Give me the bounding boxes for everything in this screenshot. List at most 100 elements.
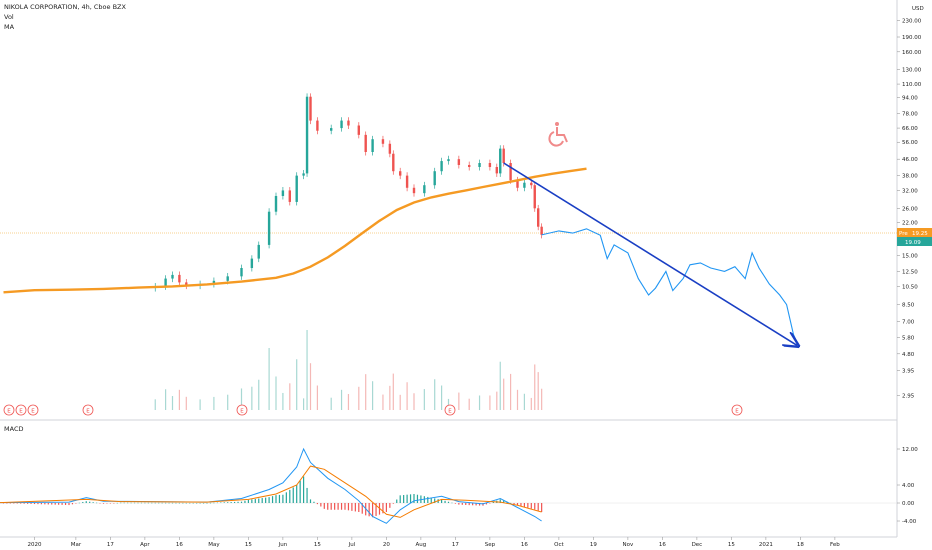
macd-histogram-bar bbox=[240, 501, 243, 503]
time-tick-label: 17 bbox=[107, 542, 114, 548]
macd-histogram-bar bbox=[430, 497, 432, 503]
volume-bar bbox=[185, 396, 187, 410]
macd-histogram-bar bbox=[510, 502, 512, 504]
candle-body bbox=[433, 171, 436, 186]
volume-bar bbox=[240, 388, 243, 410]
time-tick-label: 18 bbox=[797, 542, 804, 548]
macd-histogram-bar bbox=[68, 503, 70, 506]
macd-histogram-bar bbox=[451, 502, 453, 504]
price-tick-label: 22.00 bbox=[902, 221, 918, 227]
macd-histogram-bar bbox=[178, 502, 180, 504]
time-tick-label: 16 bbox=[176, 542, 183, 548]
macd-tick-label: 0.00 bbox=[902, 501, 915, 507]
macd-histogram-bar bbox=[296, 485, 298, 503]
macd-histogram-bar bbox=[51, 503, 53, 505]
macd-histogram-bar bbox=[316, 503, 318, 505]
volume-bar bbox=[306, 330, 308, 410]
macd-histogram-bar bbox=[6, 503, 8, 504]
macd-histogram-bar bbox=[258, 498, 260, 503]
volume-indicator-label[interactable]: Vol bbox=[4, 13, 14, 21]
candle-body bbox=[447, 159, 450, 162]
price-tick-label: 94.00 bbox=[902, 96, 918, 102]
volume-bar bbox=[309, 363, 312, 410]
macd-histogram-bar bbox=[537, 503, 539, 511]
earnings-marker[interactable]: E bbox=[236, 404, 248, 416]
macd-histogram-bar bbox=[399, 495, 401, 503]
time-tick-label: May bbox=[208, 542, 220, 548]
macd-histogram-bar bbox=[96, 502, 98, 504]
macd-histogram-bar bbox=[165, 502, 167, 504]
macd-histogram-bar bbox=[40, 503, 42, 505]
time-tick-label: Oct bbox=[554, 542, 564, 548]
candle-body bbox=[488, 163, 492, 168]
macd-histogram-bar bbox=[499, 499, 501, 503]
candle-body bbox=[295, 175, 298, 202]
macd-indicator-label[interactable]: MACD bbox=[4, 425, 23, 433]
time-axis[interactable]: 2020 Mar 17 Apr 16 May 15 Jun 15 Jul 20 Aug 17 Sep 16 O… bbox=[28, 537, 841, 548]
earnings-marker-label: E bbox=[7, 409, 11, 415]
volume-bar bbox=[282, 392, 284, 410]
volume-bar bbox=[165, 389, 167, 410]
macd-histogram-bar bbox=[158, 502, 160, 504]
volume-bar bbox=[199, 399, 201, 410]
volume-bar bbox=[340, 389, 343, 410]
ma-indicator-label[interactable]: MA bbox=[4, 23, 15, 31]
volume-bar bbox=[227, 394, 229, 410]
macd-tick-label: 12.00 bbox=[902, 447, 918, 453]
earnings-marker[interactable]: E bbox=[15, 404, 27, 416]
volume-bar bbox=[441, 385, 443, 410]
candle-body bbox=[495, 167, 498, 174]
earnings-marker[interactable]: E bbox=[82, 404, 94, 416]
macd-histogram-bar bbox=[2, 503, 5, 504]
candle-body bbox=[540, 226, 543, 235]
macd-histogram-bar bbox=[151, 502, 153, 504]
candle-body bbox=[364, 134, 367, 152]
time-tick-label: 20 bbox=[383, 542, 390, 548]
price-tick-label: 66.00 bbox=[902, 126, 918, 132]
price-axis[interactable]: 230.00 190.00 160.00 130.00 110.00 94.00 78.00… bbox=[897, 19, 922, 400]
volume-bar bbox=[503, 378, 505, 410]
time-tick-label: 17 bbox=[452, 542, 459, 548]
macd-histogram-bar bbox=[465, 503, 467, 505]
macd-histogram-bar bbox=[175, 502, 177, 504]
macd-histogram-bar bbox=[75, 503, 77, 504]
price-tick-label: 110.00 bbox=[902, 82, 922, 88]
macd-histogram-bar bbox=[337, 503, 339, 510]
candle-body bbox=[164, 278, 167, 287]
macd-histogram-bar bbox=[527, 503, 529, 508]
earnings-marker[interactable]: E bbox=[27, 404, 39, 416]
candle-body bbox=[250, 258, 254, 269]
candle-body bbox=[330, 128, 333, 131]
volume-bar bbox=[496, 391, 498, 410]
macd-histogram-bar bbox=[523, 503, 525, 507]
earnings-marker[interactable]: E bbox=[3, 404, 15, 416]
volume-bar bbox=[523, 393, 525, 410]
macd-histogram-bar bbox=[171, 502, 174, 504]
candle-body bbox=[281, 190, 285, 196]
macd-histogram-bar bbox=[227, 502, 229, 503]
symbol-title: NIKOLA CORPORATION, 4h, Cboe BZX bbox=[4, 3, 126, 11]
macd-histogram-bar bbox=[47, 503, 49, 505]
macd-histogram-bar bbox=[220, 502, 222, 503]
projection-line bbox=[541, 228, 798, 343]
macd-histogram-bar bbox=[234, 501, 236, 503]
volume-bar bbox=[530, 397, 532, 410]
volume-bar bbox=[541, 388, 543, 410]
earnings-marker[interactable]: E bbox=[731, 404, 743, 416]
macd-histogram-bar bbox=[82, 501, 84, 503]
line-series bbox=[0, 162, 798, 524]
macd-axis[interactable]: 12.00 4.00 0.00 -4.00 bbox=[897, 447, 918, 525]
earnings-marker[interactable]: E bbox=[444, 404, 456, 416]
trend-arrow[interactable] bbox=[503, 162, 797, 345]
macd-histogram-bar bbox=[416, 494, 419, 503]
earnings-marker-circle bbox=[27, 404, 39, 416]
macd-histogram-bar bbox=[265, 497, 267, 503]
candle-body bbox=[537, 208, 540, 227]
macd-histogram-bar bbox=[127, 502, 129, 504]
volume-bars bbox=[154, 330, 543, 410]
macd-histogram-bar bbox=[358, 503, 360, 512]
volume-bar bbox=[423, 389, 425, 410]
volume-bar bbox=[330, 397, 332, 410]
macd-histogram-bar bbox=[513, 503, 515, 505]
